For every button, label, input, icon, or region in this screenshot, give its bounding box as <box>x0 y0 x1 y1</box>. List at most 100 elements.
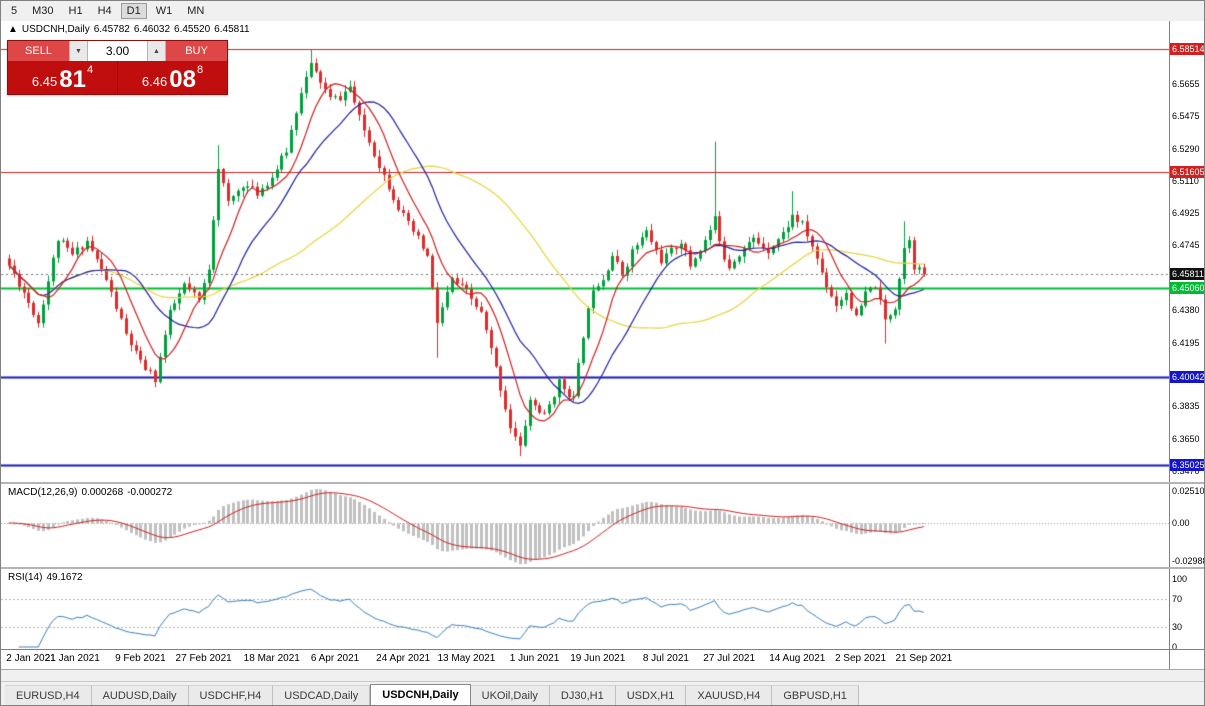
tab-ukoil[interactable]: UKOil,Daily <box>470 685 550 705</box>
timeframe-w1[interactable]: W1 <box>155 5 173 17</box>
price-line-label: 6.51605 <box>1170 165 1205 178</box>
price-tick-label: 6.5475 <box>1172 110 1200 121</box>
date-label: 21 Jan 2021 <box>44 653 100 664</box>
date-label: 24 Apr 2021 <box>376 653 431 664</box>
price-tick-label: 6.4925 <box>1172 208 1200 219</box>
timeframe-5[interactable]: 5 <box>11 5 18 17</box>
tab-usdx[interactable]: USDX,H1 <box>615 685 687 705</box>
rsi-name: RSI(14) <box>8 572 43 583</box>
time-axis-line <box>1 649 1204 650</box>
date-label: 19 Jun 2021 <box>570 653 626 664</box>
rsi-axis-label: 30 <box>1172 621 1183 632</box>
timeframe-h4[interactable]: H4 <box>97 5 112 17</box>
macd-indicator-canvas[interactable] <box>1 484 1169 567</box>
panel-separator[interactable] <box>1 482 1204 484</box>
macd-axis-label: -0.02988 <box>1172 555 1205 566</box>
tab-eurusd[interactable]: EURUSD,H4 <box>5 685 92 705</box>
sell-price-display[interactable]: 6.45 81 4 <box>8 61 118 94</box>
price-line-label: 6.35025 <box>1170 459 1205 472</box>
price-tick-label: 6.4380 <box>1172 304 1200 315</box>
panel-separator[interactable] <box>1 567 1204 569</box>
sell-price-pips: 81 <box>59 66 86 93</box>
timeframe-toolbar: 5 M30 H1 H4 D1 W1 MN <box>1 1 1204 22</box>
timeframe-mn[interactable]: MN <box>187 5 205 17</box>
ohlc-high: 6.46032 <box>133 24 171 35</box>
macd-indicator-label: MACD(12,26,9) 0.000268 -0.000272 <box>8 487 176 498</box>
buy-price-pips: 08 <box>169 66 196 93</box>
date-label: 2 Jan 2021 <box>6 653 56 664</box>
date-label: 1 Jun 2021 <box>509 653 560 664</box>
sell-button[interactable]: SELL <box>8 41 69 61</box>
trade-prices-row: 6.45 81 4 6.46 08 8 <box>8 61 227 94</box>
price-line-label: 6.45060 <box>1170 281 1205 294</box>
price-tick-label: 6.3835 <box>1172 401 1200 412</box>
ohlc-close: 6.45811 <box>214 24 250 35</box>
price-tick-label: 6.4195 <box>1172 337 1200 348</box>
rsi-axis-label: 0 <box>1172 642 1178 652</box>
buy-button[interactable]: BUY <box>166 41 227 61</box>
time-axis: 2 Jan 2021 21 Jan 2021 9 Feb 2021 27 Feb 20… <box>1 650 1169 669</box>
timeframe-d1[interactable]: D1 <box>120 3 147 19</box>
macd-name: MACD(12,26,9) <box>8 487 78 498</box>
date-label: 14 Aug 2021 <box>769 653 826 664</box>
chevron-up-icon: ▲ <box>153 47 160 55</box>
price-tick-label: 6.3650 <box>1172 434 1200 445</box>
buy-price-figure: 6.46 <box>141 74 168 89</box>
tab-audusd[interactable]: AUDUSD,Daily <box>91 685 189 705</box>
price-tick-label: 6.4745 <box>1172 240 1200 251</box>
timeframe-m30[interactable]: M30 <box>32 5 54 17</box>
volume-increase-button[interactable]: ▲ <box>147 41 166 61</box>
chevron-down-icon: ▼ <box>75 47 82 55</box>
date-label: 21 Sep 2021 <box>895 653 953 664</box>
date-label: 27 Jul 2021 <box>703 653 756 664</box>
macd-main-value: 0.000268 <box>81 487 124 498</box>
sell-price-point: 4 <box>86 64 94 76</box>
tab-usdcad[interactable]: USDCAD,Daily <box>273 685 371 705</box>
date-label: 27 Feb 2021 <box>175 653 232 664</box>
date-label: 6 Apr 2021 <box>310 653 360 664</box>
macd-signal-value: -0.000272 <box>127 487 173 498</box>
macd-axis-label: 0.02510 <box>1172 486 1205 496</box>
date-label: 9 Feb 2021 <box>115 653 166 664</box>
buy-price-display[interactable]: 6.46 08 8 <box>118 61 227 94</box>
ohlc-open: 6.45782 <box>93 24 130 35</box>
price-tick-label: 6.5655 <box>1172 79 1200 90</box>
horizontal-scrollbar[interactable] <box>1 669 1204 682</box>
collapse-arrow-icon[interactable]: ▲ <box>8 24 18 35</box>
tab-usdcnh[interactable]: USDCNH,Daily <box>370 684 471 705</box>
macd-axis-label: 0.00 <box>1172 517 1190 528</box>
tab-xauusd[interactable]: XAUUSD,H4 <box>686 685 773 705</box>
volume-input[interactable] <box>88 41 147 61</box>
rsi-axis-label: 70 <box>1172 594 1183 605</box>
rsi-indicator-label: RSI(14) 49.1672 <box>8 572 87 583</box>
date-label: 18 Mar 2021 <box>243 653 300 664</box>
date-label: 8 Jul 2021 <box>642 653 689 664</box>
price-line-label: 6.58514 <box>1170 43 1205 56</box>
rsi-value: 49.1672 <box>46 572 83 583</box>
date-label: 13 May 2021 <box>437 653 496 664</box>
price-line-label: 6.40042 <box>1170 370 1205 383</box>
tab-usdchf[interactable]: USDCHF,H4 <box>188 685 274 705</box>
trade-controls-row: SELL ▼ ▲ BUY <box>8 41 227 61</box>
price-tick-label: 6.5110 <box>1172 175 1199 186</box>
price-axis: 6.5655 6.5475 6.5290 6.5110 6.4925 6.4745 6.43… <box>1169 21 1205 669</box>
rsi-axis-label: 100 <box>1172 574 1188 584</box>
chart-title: ▲ USDCNH,Daily 6.45782 6.46032 6.45520 6.4581… <box>8 24 254 35</box>
current-price-label: 6.45811 <box>1170 268 1204 281</box>
sell-price-figure: 6.45 <box>31 74 58 89</box>
price-chart-canvas[interactable] <box>1 21 1169 482</box>
rsi-indicator-canvas[interactable] <box>1 569 1169 649</box>
tab-dj30[interactable]: DJ30,H1 <box>549 685 616 705</box>
price-tick-label: 6.5290 <box>1172 143 1200 154</box>
tab-gbpusd[interactable]: GBPUSD,H1 <box>772 685 859 705</box>
chart-area: ▲ USDCNH,Daily 6.45782 6.46032 6.45520 6.4581… <box>1 21 1205 669</box>
volume-decrease-button[interactable]: ▼ <box>69 41 88 61</box>
date-label: 2 Sep 2021 <box>834 653 887 664</box>
ohlc-low: 6.45520 <box>174 24 211 35</box>
symbol-label: USDCNH,Daily <box>21 24 90 35</box>
chart-tabs-bar: EURUSD,H4 AUDUSD,Daily USDCHF,H4 USDCAD,Dai… <box>1 681 1204 705</box>
timeframe-h1[interactable]: H1 <box>68 5 83 17</box>
buy-price-point: 8 <box>196 64 204 76</box>
